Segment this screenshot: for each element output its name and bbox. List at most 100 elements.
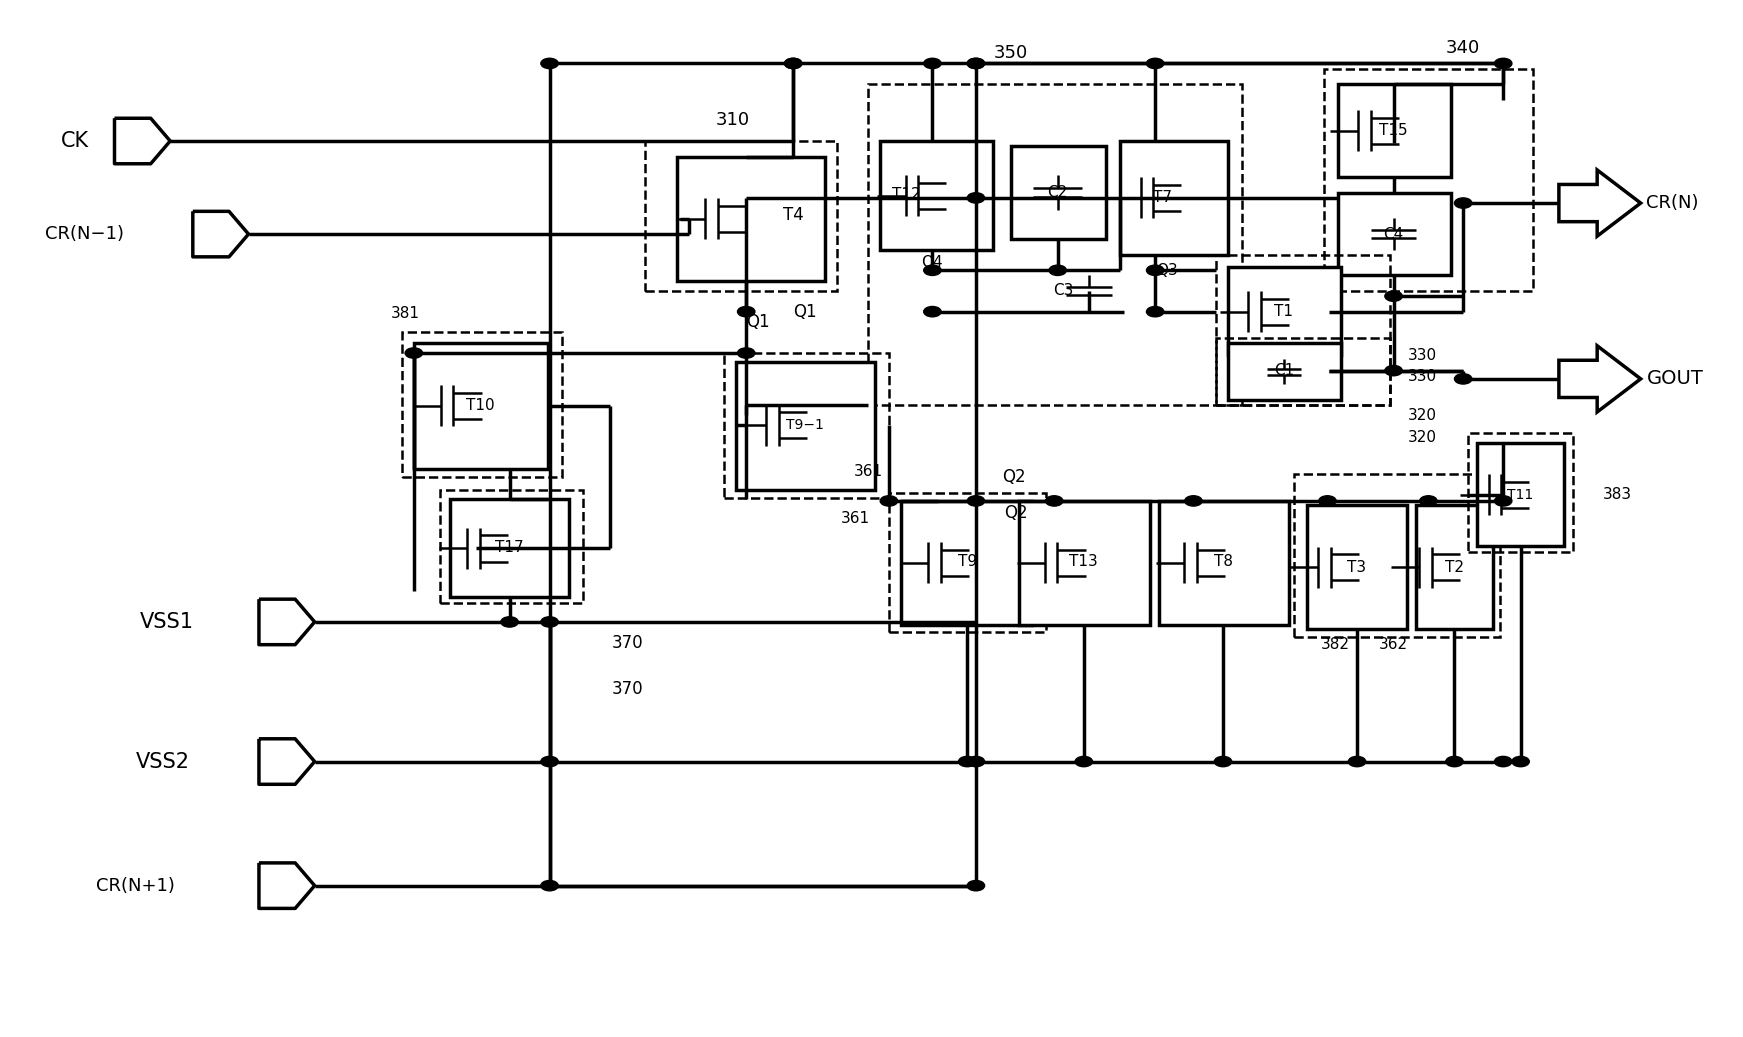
Circle shape: [1454, 198, 1471, 208]
Text: 370: 370: [612, 680, 643, 698]
Circle shape: [1445, 756, 1462, 766]
Circle shape: [924, 58, 941, 68]
Circle shape: [737, 307, 755, 317]
Text: 330: 330: [1408, 347, 1436, 363]
Text: 362: 362: [1379, 637, 1408, 652]
Circle shape: [784, 58, 802, 68]
Bar: [1217, 255, 1391, 404]
Text: T8: T8: [1213, 555, 1232, 569]
Circle shape: [1147, 265, 1164, 276]
Text: 361: 361: [854, 465, 882, 479]
Text: 350: 350: [994, 45, 1028, 62]
Circle shape: [880, 496, 898, 506]
Text: T9−1: T9−1: [786, 418, 824, 432]
Circle shape: [967, 193, 985, 203]
Text: CR(N): CR(N): [1645, 194, 1698, 212]
Polygon shape: [1558, 345, 1640, 412]
Text: 320: 320: [1408, 408, 1436, 423]
Text: T10: T10: [465, 398, 495, 414]
Text: T7: T7: [1152, 191, 1171, 205]
Bar: [1339, 84, 1450, 177]
Bar: [1417, 505, 1492, 629]
Bar: [868, 84, 1243, 404]
Circle shape: [737, 347, 755, 358]
Bar: [1476, 443, 1563, 546]
Text: T9: T9: [957, 555, 976, 569]
Bar: [880, 141, 994, 250]
Text: 310: 310: [715, 111, 749, 130]
Circle shape: [1454, 373, 1471, 384]
Circle shape: [1049, 265, 1067, 276]
Circle shape: [1349, 756, 1367, 766]
Text: 370: 370: [612, 634, 643, 651]
Circle shape: [784, 58, 802, 68]
Circle shape: [540, 756, 558, 766]
Bar: [676, 157, 824, 281]
Text: Q1: Q1: [793, 303, 817, 320]
Circle shape: [1494, 496, 1511, 506]
Text: 340: 340: [1447, 39, 1480, 57]
Circle shape: [967, 496, 985, 506]
Text: 361: 361: [840, 511, 870, 526]
Circle shape: [959, 756, 976, 766]
Text: 330: 330: [1408, 369, 1436, 385]
Circle shape: [967, 58, 985, 68]
Circle shape: [540, 617, 558, 627]
Text: T17: T17: [495, 540, 525, 555]
Bar: [450, 499, 568, 597]
Text: 381: 381: [390, 306, 420, 321]
Text: T12: T12: [892, 188, 920, 202]
Text: CK: CK: [61, 131, 89, 151]
Circle shape: [540, 880, 558, 891]
Bar: [413, 342, 547, 469]
Circle shape: [1511, 756, 1529, 766]
Circle shape: [1147, 58, 1164, 68]
Text: Q2: Q2: [1002, 468, 1027, 486]
Bar: [1339, 193, 1450, 276]
Circle shape: [1386, 365, 1403, 375]
Text: 382: 382: [1321, 637, 1349, 652]
Text: VSS2: VSS2: [136, 752, 190, 772]
Circle shape: [1319, 496, 1337, 506]
Bar: [1159, 501, 1290, 625]
Circle shape: [1494, 756, 1511, 766]
Circle shape: [1419, 496, 1436, 506]
Bar: [1325, 68, 1532, 291]
Bar: [401, 332, 561, 477]
Bar: [1307, 505, 1408, 629]
Bar: [439, 489, 582, 604]
Bar: [1295, 474, 1499, 638]
Text: Q3: Q3: [1156, 262, 1178, 278]
Text: GOUT: GOUT: [1647, 369, 1705, 389]
Bar: [1121, 141, 1229, 255]
Text: T13: T13: [1070, 555, 1098, 569]
Bar: [901, 501, 1032, 625]
Circle shape: [1147, 307, 1164, 317]
Bar: [723, 353, 889, 498]
Text: T1: T1: [1274, 304, 1293, 319]
Circle shape: [1046, 496, 1063, 506]
Bar: [1020, 501, 1150, 625]
Bar: [1468, 432, 1572, 552]
Bar: [889, 493, 1046, 633]
Text: C4: C4: [1384, 227, 1403, 242]
Bar: [736, 362, 875, 489]
Text: T3: T3: [1347, 560, 1367, 574]
Circle shape: [967, 880, 985, 891]
Circle shape: [967, 756, 985, 766]
Text: 383: 383: [1602, 487, 1631, 502]
Text: T11: T11: [1508, 487, 1534, 502]
Circle shape: [1386, 291, 1403, 302]
Bar: [645, 141, 837, 291]
Text: CR(N+1): CR(N+1): [96, 876, 174, 895]
Text: C2: C2: [1048, 186, 1068, 200]
Text: C3: C3: [1053, 283, 1074, 299]
Text: Q1: Q1: [746, 313, 770, 331]
Polygon shape: [1558, 170, 1640, 236]
Text: Q4: Q4: [922, 254, 943, 270]
Text: C1: C1: [1274, 363, 1293, 379]
Circle shape: [924, 265, 941, 276]
Circle shape: [500, 617, 518, 627]
Bar: [1217, 337, 1391, 404]
Bar: [1011, 146, 1107, 240]
